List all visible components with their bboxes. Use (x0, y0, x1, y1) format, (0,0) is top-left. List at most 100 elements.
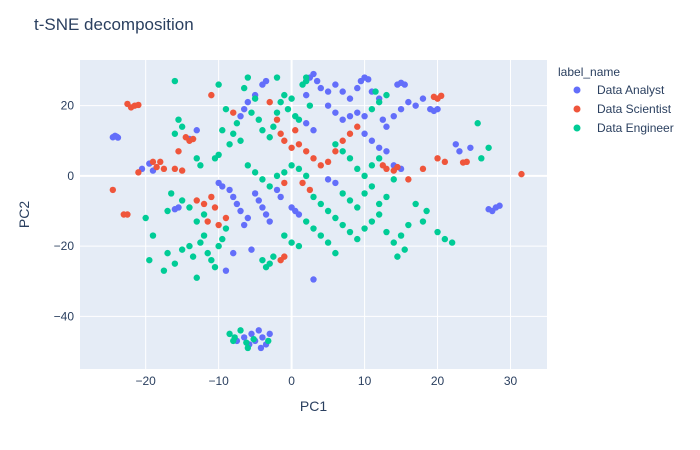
data-point (262, 77, 270, 85)
legend-item[interactable]: Data Scientist (573, 102, 672, 116)
data-point (266, 183, 273, 190)
data-point (153, 163, 160, 171)
legend-marker (573, 105, 581, 113)
data-point (379, 162, 387, 169)
legend-item[interactable]: Data Engineer (573, 121, 674, 135)
data-point (219, 127, 226, 134)
data-point (204, 249, 211, 257)
y-tick-label: 20 (61, 99, 75, 113)
data-point (292, 127, 299, 134)
data-point (361, 112, 368, 120)
data-point (230, 130, 237, 137)
data-point (251, 190, 259, 197)
data-point (324, 207, 332, 215)
data-point (237, 327, 244, 334)
x-tick-labels: −20 −10 0 10 20 30 (135, 374, 517, 388)
data-point (193, 155, 200, 162)
data-point (375, 155, 383, 162)
data-point (200, 211, 208, 218)
data-point (168, 190, 175, 197)
data-point (219, 235, 226, 243)
legend-label: Data Engineer (597, 121, 674, 135)
data-point (419, 165, 427, 173)
data-point (496, 202, 503, 209)
data-point (230, 109, 237, 116)
data-point (441, 235, 449, 243)
data-point (277, 256, 284, 264)
data-point (434, 155, 441, 162)
data-point (219, 183, 226, 190)
data-point (295, 165, 303, 173)
y-axis-title: PC2 (16, 201, 32, 228)
data-point (368, 137, 376, 144)
data-point (434, 228, 441, 236)
data-point (255, 327, 262, 334)
data-point (215, 151, 222, 159)
y-tick-labels: −40 −20 0 20 (54, 99, 75, 324)
data-point (412, 102, 419, 109)
plot-area (80, 60, 547, 369)
data-point (175, 148, 182, 155)
data-point (240, 221, 248, 229)
data-point (310, 70, 317, 78)
data-point (295, 141, 303, 148)
y-tick-label: −40 (54, 309, 75, 323)
data-point (375, 98, 383, 106)
data-point (193, 127, 200, 134)
data-point (379, 116, 387, 123)
data-point (332, 81, 339, 88)
data-point (368, 183, 376, 190)
data-point (160, 165, 168, 173)
data-point (448, 239, 456, 246)
data-point (251, 169, 259, 176)
data-point (518, 170, 525, 178)
data-point (478, 155, 485, 162)
data-point (346, 130, 354, 137)
data-point (237, 112, 244, 120)
data-point (109, 186, 117, 194)
data-point (178, 197, 186, 204)
data-point (208, 91, 215, 99)
data-point (222, 105, 230, 113)
data-point (339, 88, 346, 95)
data-point (375, 211, 383, 218)
x-tick-label: 20 (431, 374, 445, 388)
series-1 (109, 91, 525, 264)
data-point (295, 211, 303, 218)
data-point (240, 334, 248, 341)
data-point (186, 242, 193, 250)
legend-item[interactable]: Data Analyst (573, 83, 666, 97)
data-point (277, 130, 284, 137)
data-point (346, 112, 354, 120)
data-point (266, 330, 273, 338)
data-point (208, 193, 215, 201)
data-point (405, 176, 412, 183)
data-point (157, 158, 164, 166)
data-point (193, 197, 200, 204)
data-point (474, 120, 481, 127)
legend-label: Data Scientist (597, 102, 672, 116)
data-point (346, 155, 354, 162)
legend[interactable]: label_name Data Analyst Data Scientist Dat… (558, 65, 674, 135)
data-point (197, 162, 204, 169)
data-point (189, 135, 197, 143)
data-point (281, 232, 288, 239)
data-point (288, 144, 295, 151)
data-point (375, 144, 383, 151)
data-point (332, 179, 339, 187)
data-point (215, 242, 222, 250)
data-point (193, 274, 200, 281)
data-point (310, 276, 317, 283)
data-point (226, 186, 233, 194)
data-point (434, 105, 441, 113)
data-point (262, 263, 270, 271)
y-tick-label: −20 (54, 239, 75, 253)
data-point (346, 197, 354, 204)
data-point (310, 225, 317, 232)
data-point (324, 158, 332, 166)
data-point (390, 176, 397, 183)
data-point (251, 95, 259, 102)
data-point (383, 228, 390, 236)
data-point (459, 159, 467, 166)
data-point (390, 239, 397, 246)
